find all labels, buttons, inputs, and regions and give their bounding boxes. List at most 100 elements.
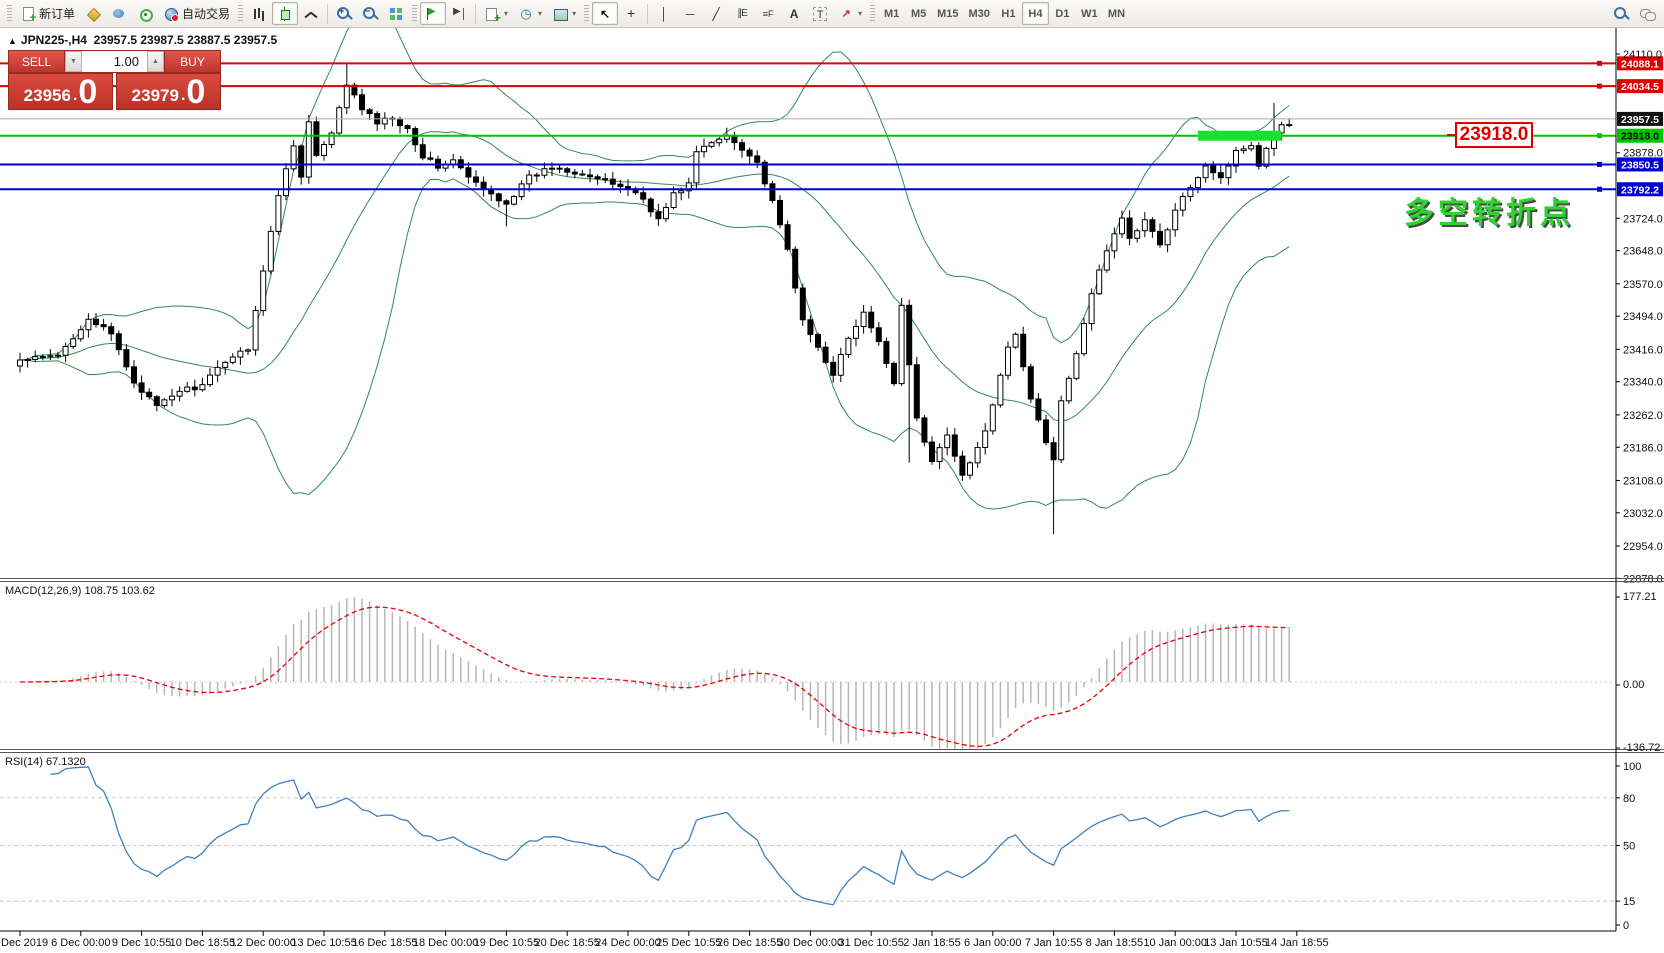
price-badge-label: 23850.5 bbox=[1621, 159, 1659, 171]
time-tick-label: 24 Dec 00:00 bbox=[595, 937, 660, 949]
cursor-button[interactable]: ↖ bbox=[592, 2, 619, 25]
annotation-text[interactable]: 多空转折点 bbox=[1404, 197, 1574, 230]
price-badge-label: 24088.1 bbox=[1621, 58, 1659, 70]
line-handle[interactable] bbox=[1597, 60, 1602, 66]
trendline-button[interactable]: ╱ bbox=[703, 2, 729, 25]
candle-body bbox=[32, 356, 39, 360]
chat-button[interactable] bbox=[1634, 2, 1660, 25]
horizontal-line-button[interactable]: ─ bbox=[677, 2, 703, 25]
candle-body bbox=[184, 386, 191, 392]
price-tick-label: 23262.0 bbox=[1623, 410, 1663, 422]
candle-body bbox=[47, 355, 54, 358]
candle-body bbox=[191, 386, 198, 391]
new-order-label: 新订单 bbox=[39, 7, 76, 21]
candle-body bbox=[1111, 233, 1118, 252]
time-tick-label: 14 Jan 18:55 bbox=[1265, 937, 1329, 949]
search-button[interactable] bbox=[1608, 2, 1634, 25]
timeframe-W1[interactable]: W1 bbox=[1076, 2, 1103, 25]
time-tick-label: 13 Dec 10:55 bbox=[291, 937, 356, 949]
text-button[interactable]: A bbox=[781, 2, 807, 25]
timeframe-M30[interactable]: M30 bbox=[964, 2, 995, 25]
sell-button[interactable]: SELL bbox=[8, 50, 65, 73]
candle-body bbox=[359, 94, 365, 111]
candle-body bbox=[1027, 366, 1034, 400]
signals-button[interactable] bbox=[132, 2, 158, 25]
clock-icon: ◷ bbox=[520, 5, 532, 21]
candle-body bbox=[784, 224, 791, 250]
candle-body bbox=[138, 382, 145, 393]
line-handle[interactable] bbox=[1597, 186, 1602, 192]
channel-button[interactable]: ∥E bbox=[729, 2, 755, 25]
community-button[interactable] bbox=[106, 2, 132, 25]
zoom-in-button[interactable]: + bbox=[331, 2, 357, 25]
sell-price[interactable]: 23956. 0 bbox=[8, 73, 113, 110]
candle-body bbox=[305, 121, 312, 178]
candle-body bbox=[708, 142, 715, 147]
time-tick-label: 2 Jan 18:55 bbox=[903, 937, 961, 949]
timeframe-MN[interactable]: MN bbox=[1103, 2, 1130, 25]
crosshair-button[interactable]: + bbox=[618, 2, 644, 25]
candle-body bbox=[549, 167, 555, 170]
candle-body bbox=[815, 333, 821, 348]
new-order-button[interactable]: 新订单 bbox=[15, 2, 80, 25]
rsi-plot bbox=[50, 766, 1290, 906]
price-callout-box[interactable]: 23918.0 bbox=[1447, 122, 1533, 148]
timeframe-M1[interactable]: M1 bbox=[878, 2, 905, 25]
time-tick-label: 26 Dec 18:55 bbox=[717, 937, 782, 949]
candlestick-chart-button[interactable] bbox=[272, 2, 299, 25]
candle-body bbox=[685, 182, 692, 192]
candle-body bbox=[1255, 145, 1262, 167]
candle-body bbox=[982, 430, 989, 449]
candle-body bbox=[1012, 333, 1019, 348]
chart-shift-button[interactable] bbox=[446, 2, 472, 25]
volume-field[interactable]: 1.00 bbox=[82, 51, 147, 72]
price-badge-label: 23792.2 bbox=[1621, 184, 1659, 196]
buy-price[interactable]: 23979. 0 bbox=[116, 73, 221, 110]
volume-increase-button[interactable]: ▲ bbox=[147, 51, 164, 72]
candle-body bbox=[169, 395, 175, 401]
time-tick-label: 30 Dec 00:00 bbox=[778, 937, 843, 949]
candle-body bbox=[1286, 124, 1293, 127]
periods-button[interactable]: ◷ ▾ bbox=[513, 2, 547, 25]
candle-body bbox=[929, 441, 935, 463]
autotrading-button[interactable]: 自动交易 bbox=[158, 2, 235, 25]
candle-body bbox=[799, 287, 806, 321]
volume-decrease-button[interactable]: ▼ bbox=[65, 51, 82, 72]
line-chart-button[interactable] bbox=[298, 2, 324, 25]
candle-body bbox=[381, 117, 388, 125]
price-badge-label: 23957.5 bbox=[1621, 114, 1659, 126]
candle-body bbox=[313, 121, 320, 156]
text-label-button[interactable]: T bbox=[807, 2, 833, 25]
timeframe-M15[interactable]: M15 bbox=[932, 2, 963, 25]
auto-scroll-button[interactable] bbox=[420, 2, 447, 25]
indicators-button[interactable]: ▾ bbox=[479, 2, 513, 25]
green-highlight-zone[interactable] bbox=[1198, 130, 1282, 141]
candle-body bbox=[146, 391, 153, 398]
line-handle[interactable] bbox=[1597, 83, 1602, 89]
zoom-out-icon: − bbox=[362, 6, 378, 22]
line-handle[interactable] bbox=[1597, 133, 1602, 139]
chart-title: ▲ JPN225-,H4 23957.5 23987.5 23887.5 2395… bbox=[8, 33, 277, 47]
fibonacci-button[interactable]: ≡F bbox=[755, 2, 781, 25]
templates-button[interactable]: ▾ bbox=[547, 2, 581, 25]
line-handle[interactable] bbox=[1597, 161, 1602, 167]
timeframe-H1[interactable]: H1 bbox=[995, 2, 1022, 25]
buy-button[interactable]: BUY bbox=[164, 50, 221, 73]
time-tick-label: 31 Dec 10:55 bbox=[838, 937, 903, 949]
candle-body bbox=[739, 142, 745, 151]
price-badge bbox=[1617, 79, 1663, 94]
timeframe-D1[interactable]: D1 bbox=[1049, 2, 1076, 25]
collapse-arrow-icon: ▲ bbox=[8, 36, 17, 46]
arrows-button[interactable]: ↗ ▾ bbox=[833, 2, 867, 25]
bar-chart-button[interactable] bbox=[246, 2, 272, 25]
tile-windows-button[interactable] bbox=[383, 2, 409, 25]
candle-body bbox=[1240, 148, 1247, 152]
market-button[interactable] bbox=[80, 2, 106, 25]
candle-body bbox=[647, 198, 654, 213]
price-tick-label: 24110.0 bbox=[1623, 49, 1662, 61]
timeframe-M5[interactable]: M5 bbox=[905, 2, 932, 25]
zoom-out-button[interactable]: − bbox=[357, 2, 383, 25]
vertical-line-button[interactable]: │ bbox=[651, 2, 677, 25]
timeframe-H4[interactable]: H4 bbox=[1021, 2, 1049, 25]
